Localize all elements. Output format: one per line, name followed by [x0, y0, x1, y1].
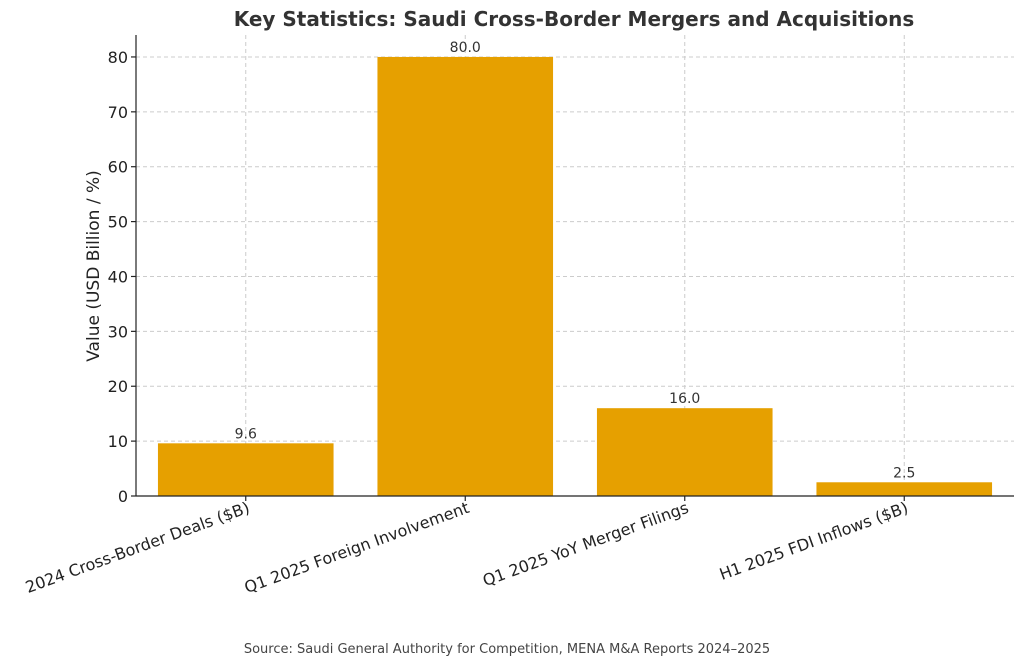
bar — [377, 56, 554, 496]
x-tick-label: H1 2025 FDI Inflows ($B) — [717, 498, 911, 584]
chart-title: Key Statistics: Saudi Cross-Border Merge… — [234, 7, 915, 31]
grid — [136, 35, 1014, 497]
data-label: 80.0 — [450, 40, 481, 56]
y-tick-label: 20 — [108, 377, 128, 396]
y-tick-label: 80 — [108, 48, 128, 67]
data-label: 16.0 — [669, 391, 700, 407]
source-note: Source: Saudi General Authority for Comp… — [244, 642, 770, 657]
data-label: 9.6 — [235, 426, 257, 442]
y-axis-label: Value (USD Billion / %) — [84, 170, 104, 362]
y-tick-label: 50 — [108, 213, 128, 232]
axes — [131, 35, 1014, 501]
data-label: 2.5 — [893, 465, 915, 481]
y-tick-label: 0 — [118, 487, 128, 506]
y-tick-label: 60 — [108, 158, 128, 177]
x-tick-label: 2024 Cross-Border Deals ($B) — [23, 498, 252, 597]
bar — [596, 408, 773, 496]
y-tick-label: 40 — [108, 267, 128, 286]
y-tick-label: 10 — [108, 432, 128, 451]
x-tick-label: Q1 2025 YoY Merger Filings — [480, 498, 691, 590]
y-tick-label: 30 — [108, 322, 128, 341]
bars — [157, 56, 993, 496]
bar — [816, 482, 993, 496]
x-tick-label: Q1 2025 Foreign Involvement — [242, 498, 472, 597]
y-tick-label: 70 — [108, 103, 128, 122]
bar — [157, 443, 334, 496]
